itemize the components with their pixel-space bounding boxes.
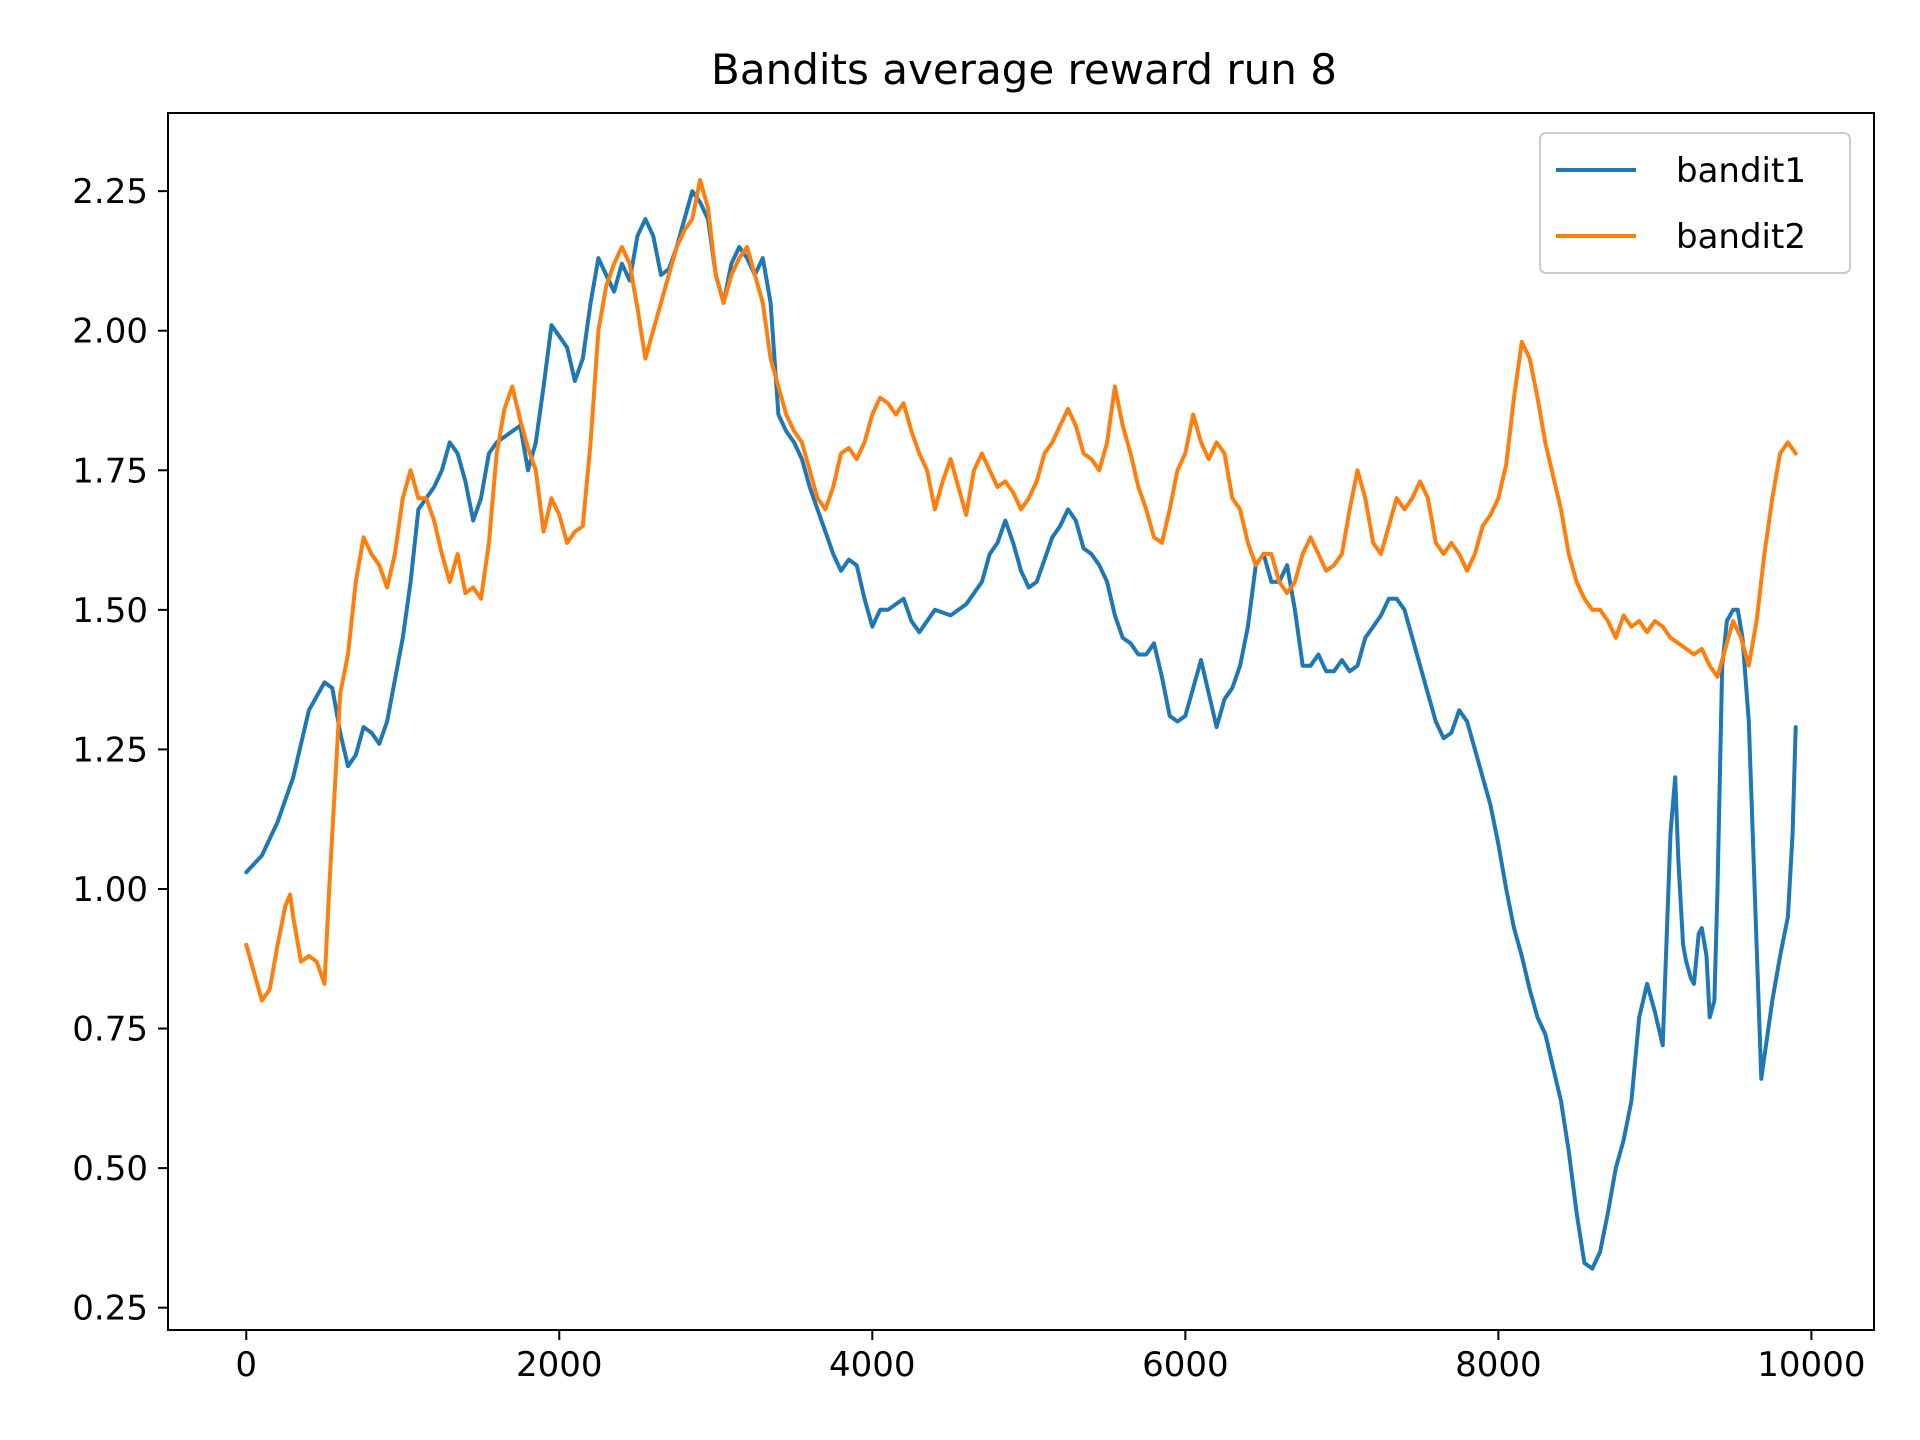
legend-label: bandit1 — [1676, 151, 1806, 191]
x-axis: 0 2000 4000 6000 8000 10000 — [235, 1330, 1865, 1385]
y-tick-label: 1.25 — [72, 730, 148, 770]
x-tick-label: 6000 — [1142, 1345, 1229, 1385]
plot-frame — [167, 112, 1875, 1331]
x-tick-label: 10000 — [1757, 1345, 1865, 1385]
y-tick-label: 0.75 — [72, 1010, 148, 1050]
x-tick-label: 4000 — [829, 1345, 916, 1385]
legend-label: bandit2 — [1676, 217, 1806, 257]
y-tick-label: 1.00 — [72, 870, 148, 910]
series-line-bandit2 — [244, 178, 1798, 1003]
plot-area — [244, 178, 1798, 1271]
y-tick-label: 2.00 — [72, 312, 148, 352]
series-line-bandit1 — [244, 189, 1798, 1271]
y-tick-label: 0.50 — [72, 1149, 148, 1189]
y-tick-label: 0.25 — [72, 1289, 148, 1329]
y-tick-label: 2.25 — [72, 172, 148, 212]
x-tick-label: 2000 — [516, 1345, 603, 1385]
y-axis: 0.25 0.50 0.75 1.00 1.25 1.50 1.75 2.00 2.25 — [72, 172, 168, 1329]
x-tick-label: 8000 — [1455, 1345, 1542, 1385]
y-tick-label: 1.50 — [72, 591, 148, 631]
chart-title: Bandits average reward run 8 — [711, 45, 1337, 94]
y-tick-label: 1.75 — [72, 451, 148, 491]
legend: bandit1 bandit2 — [1539, 132, 1851, 274]
x-tick-label: 0 — [235, 1345, 257, 1385]
